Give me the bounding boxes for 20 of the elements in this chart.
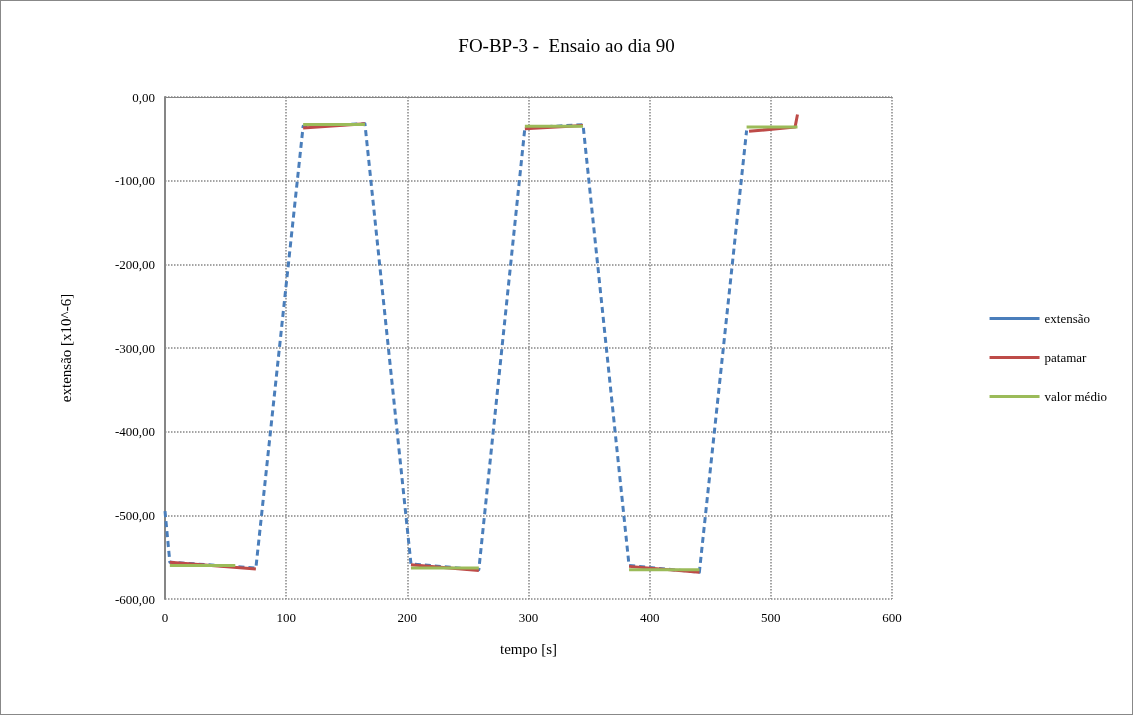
legend-label: patamar: [1044, 350, 1088, 365]
chart-title: FO-BP-3 - Ensaio ao dia 90: [458, 35, 675, 56]
legend-label: extensão: [1044, 311, 1091, 326]
y-tick-label: -400,00: [114, 424, 155, 440]
y-tick-label: 0,00: [132, 89, 155, 105]
y-tick-label: -100,00: [114, 173, 155, 189]
x-tick-label: 200: [397, 610, 418, 625]
x-tick-label: 600: [882, 610, 902, 625]
x-tick-label: 400: [639, 610, 660, 625]
legend-label: valor médio: [1044, 389, 1108, 404]
x-tick-label: 100: [276, 610, 296, 625]
x-axis-title: tempo [s]: [499, 640, 558, 657]
y-axis-title: extensão [x10^-6]: [57, 293, 74, 403]
x-tick-label: 300: [518, 610, 539, 625]
y-tick-label: -300,00: [114, 340, 155, 356]
x-tick-label: 500: [761, 610, 781, 625]
y-tick-label: -200,00: [114, 256, 155, 272]
x-tick-label: 0: [161, 610, 169, 625]
y-tick-label: -500,00: [114, 507, 155, 523]
y-tick-label: -600,00: [114, 591, 155, 607]
